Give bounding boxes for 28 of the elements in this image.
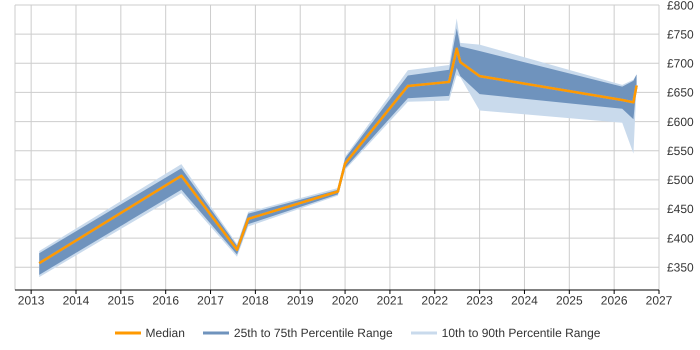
y-tick-label: £800	[667, 0, 694, 12]
legend-label: 25th to 75th Percentile Range	[234, 326, 393, 340]
x-tick-label: 2014	[62, 294, 90, 308]
y-tick-label: £600	[667, 114, 694, 129]
x-tick-label: 2022	[421, 294, 448, 308]
x-tick-label: 2020	[332, 294, 359, 308]
x-tick-label: 2017	[197, 294, 224, 308]
y-tick-label: £700	[667, 56, 694, 71]
y-tick-label: £650	[667, 86, 694, 100]
legend-label: Median	[146, 326, 185, 340]
y-tick-label: £450	[667, 202, 694, 216]
x-tick-label: 2024	[511, 294, 538, 308]
x-tick-label: 2015	[107, 294, 135, 308]
x-tick-label: 2023	[466, 294, 494, 308]
x-tick-label: 2016	[152, 294, 180, 308]
x-tick-label: 2025	[556, 294, 583, 308]
y-tick-label: £750	[667, 27, 694, 42]
y-tick-label: £400	[667, 231, 694, 246]
legend-label: 10th to 90th Percentile Range	[442, 326, 600, 340]
x-tick-label: 2021	[376, 294, 404, 308]
y-tick-label: £350	[667, 260, 694, 275]
x-tick-label: 2026	[600, 294, 628, 308]
y-tick-label: £500	[667, 173, 694, 188]
x-tick-label: 2013	[18, 294, 45, 308]
y-tick-label: £550	[667, 144, 694, 158]
x-tick-label: 2018	[242, 294, 270, 308]
x-tick-label: 2019	[286, 294, 314, 308]
x-tick-label: 2027	[646, 294, 673, 308]
